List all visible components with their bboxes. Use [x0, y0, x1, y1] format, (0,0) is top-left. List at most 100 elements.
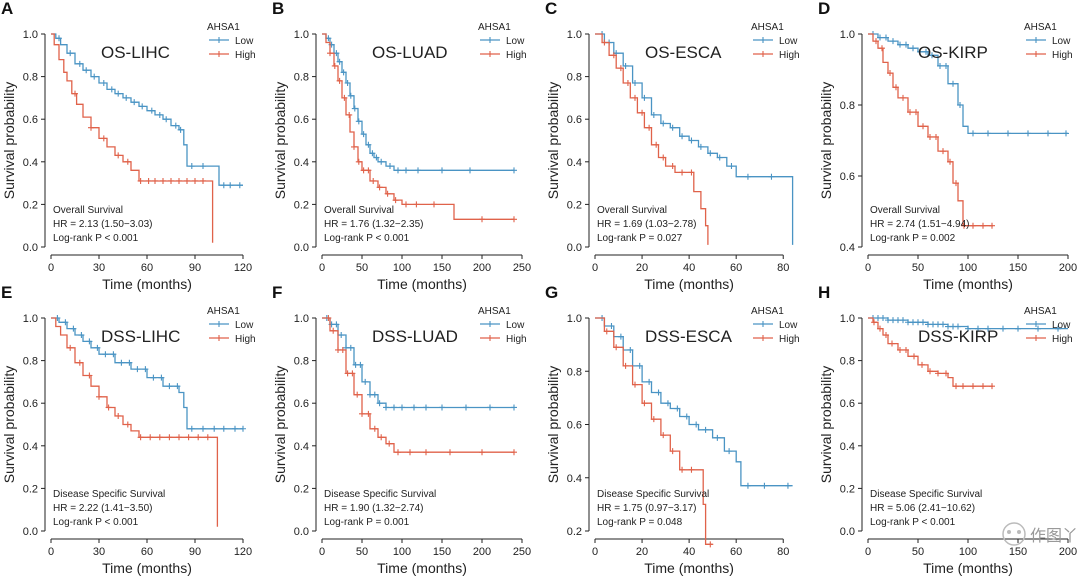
- km-panel-f: F 0.0 0.2 0.4 0.6 0.8 1.0 0 50 100 150 200 250 Time (…: [272, 283, 531, 576]
- y-tick-label: 1.0: [294, 313, 309, 325]
- censor-mark-low: [415, 167, 421, 174]
- x-tick-label: 250: [513, 546, 531, 558]
- censor-mark-high: [679, 466, 686, 473]
- censor-mark-low: [83, 67, 90, 74]
- censor-mark-high: [479, 449, 485, 456]
- x-axis-label: Time (months): [923, 560, 1013, 576]
- legend-label-low: Low: [779, 36, 798, 47]
- censor-mark-low: [118, 359, 125, 366]
- censor-mark-low: [511, 404, 517, 411]
- legend-label-high: High: [779, 334, 800, 345]
- censor-mark-low: [1025, 130, 1031, 137]
- censor-mark-low: [391, 404, 397, 411]
- km-curve-high: [322, 317, 514, 453]
- censor-mark-high: [933, 133, 939, 140]
- y-tick-label: 0.4: [840, 242, 855, 254]
- x-tick-label: 150: [433, 262, 451, 274]
- censor-mark-low: [126, 359, 133, 366]
- censor-mark-high: [897, 346, 903, 353]
- censor-mark-low: [622, 62, 629, 69]
- x-tick-label: 20: [636, 262, 648, 274]
- censor-mark-low: [115, 90, 122, 97]
- y-tick-label: 0.2: [567, 199, 582, 211]
- legend-label-high: High: [779, 50, 800, 61]
- stats-line: Log-rank P = 0.027: [597, 233, 683, 244]
- censor-mark-low: [369, 150, 376, 157]
- censor-mark-high: [386, 440, 393, 447]
- y-tick-label: 0.2: [567, 526, 582, 538]
- censor-mark-high: [617, 65, 624, 72]
- censor-mark-high: [349, 370, 356, 377]
- censor-mark-low: [940, 321, 946, 328]
- censor-mark-high: [185, 434, 192, 441]
- censor-mark-high: [325, 315, 332, 321]
- y-tick-label: 0.2: [23, 199, 38, 211]
- censor-mark-low: [900, 317, 906, 324]
- censor-mark-low: [650, 111, 657, 118]
- censor-mark-low: [955, 323, 961, 330]
- x-tick-label: 50: [912, 262, 924, 274]
- censor-mark-low: [383, 404, 389, 411]
- censor-mark-high: [961, 222, 967, 229]
- censor-mark-high: [384, 190, 391, 197]
- x-tick-label: 250: [513, 262, 531, 274]
- legend-swatch-mark: [487, 51, 493, 57]
- x-tick-label: 120: [234, 262, 252, 274]
- censor-mark-low: [511, 167, 517, 174]
- x-tick-label: 40: [683, 262, 695, 274]
- censor-mark-high: [160, 177, 166, 184]
- km-panel-b: B 0.0 0.2 0.4 0.6 0.8 1.0 0 50 100 150 200 250 Time (…: [272, 0, 531, 292]
- censor-mark-low: [1035, 325, 1041, 332]
- censor-mark-low: [142, 366, 149, 373]
- panel-title: DSS-LIHC: [101, 327, 180, 346]
- y-tick-label: 0.8: [23, 72, 38, 84]
- censor-mark-low: [641, 94, 648, 101]
- y-tick-label: 0.6: [23, 398, 38, 410]
- censor-mark-low: [929, 52, 935, 59]
- censor-mark-low: [957, 102, 963, 108]
- censor-mark-high: [86, 372, 93, 379]
- censor-mark-high: [935, 370, 941, 377]
- censor-mark-low: [347, 92, 354, 99]
- censor-mark-low: [355, 118, 362, 125]
- x-tick-label: 0: [592, 546, 598, 558]
- censor-mark-high: [370, 177, 377, 184]
- watermark-logo-dot2: [1017, 530, 1021, 534]
- censor-mark-high: [431, 201, 437, 208]
- censor-mark-low: [910, 45, 916, 52]
- censor-mark-low: [211, 425, 218, 432]
- censor-mark-low: [200, 425, 206, 432]
- censor-mark-low: [660, 120, 667, 127]
- censor-mark-high: [204, 434, 211, 441]
- y-axis-label: Survival probability: [818, 82, 834, 200]
- censor-mark-high: [176, 177, 182, 184]
- censor-mark-high: [610, 52, 617, 59]
- censor-mark-low: [371, 391, 378, 398]
- censor-mark-high: [96, 393, 102, 400]
- censor-mark-low: [236, 182, 243, 189]
- censor-mark-high: [877, 325, 883, 332]
- y-tick-label: 1.0: [23, 29, 38, 41]
- censor-mark-low: [937, 62, 943, 69]
- stats-line: HR = 1.69 (1.03−2.78): [597, 219, 697, 230]
- censor-mark-low: [123, 94, 130, 101]
- watermark: 作图丫: [1002, 522, 1078, 546]
- censor-mark-high: [354, 391, 361, 398]
- censor-mark-high: [669, 163, 676, 170]
- y-tick-label: 0.8: [294, 72, 309, 84]
- x-tick-label: 100: [959, 262, 977, 274]
- x-tick-label: 0: [48, 546, 54, 558]
- censor-mark-high: [887, 70, 893, 77]
- censor-mark-high: [346, 111, 353, 118]
- censor-mark-low: [70, 325, 77, 332]
- censor-mark-low: [344, 79, 351, 86]
- censor-mark-low: [351, 105, 358, 112]
- censor-mark-high: [371, 425, 378, 432]
- censor-mark-high: [953, 383, 959, 390]
- censor-mark-low: [439, 404, 445, 411]
- y-axis-label: Survival probability: [545, 366, 561, 484]
- x-axis-label: Time (months): [377, 276, 467, 292]
- censor-mark-high: [943, 370, 949, 377]
- censor-mark-high: [184, 177, 190, 184]
- y-tick-label: 0.0: [294, 242, 309, 254]
